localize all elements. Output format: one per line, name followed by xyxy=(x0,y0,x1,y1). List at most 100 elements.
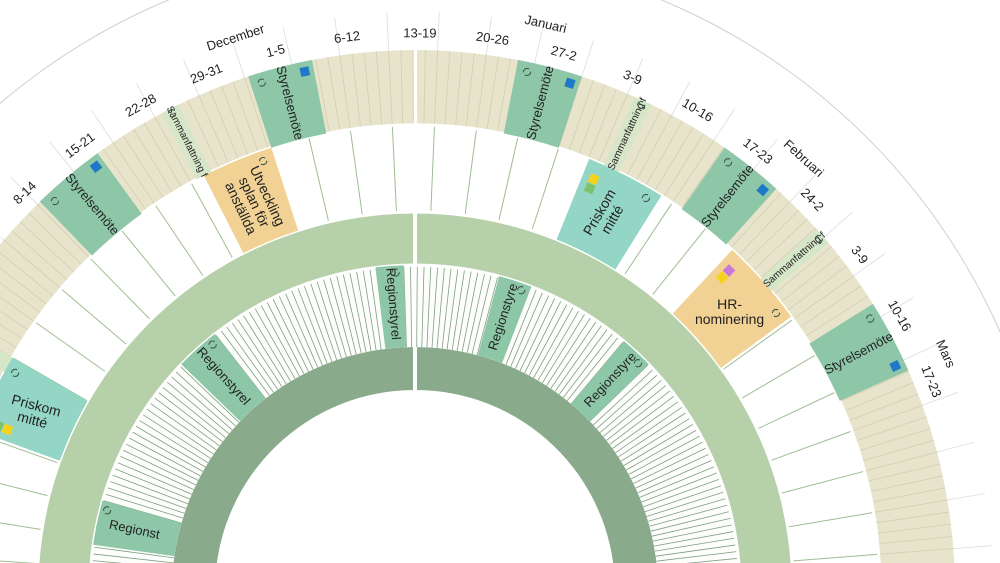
inner-divider xyxy=(111,474,188,505)
inner-divider xyxy=(342,273,362,354)
inner-divider xyxy=(416,264,418,348)
inner-event-segment[interactable] xyxy=(571,341,649,422)
week-divider xyxy=(645,120,683,187)
middle-divider xyxy=(780,470,865,494)
week-divider xyxy=(400,50,404,126)
week-label: 13-19 xyxy=(403,25,436,40)
week-divider xyxy=(232,81,259,153)
inner-divider xyxy=(336,274,357,355)
refresh-icon[interactable] xyxy=(208,340,217,349)
inner-divider xyxy=(362,269,377,351)
inner-divider xyxy=(620,417,691,462)
outer-event-segment[interactable] xyxy=(503,59,582,148)
inner-divider xyxy=(643,478,721,508)
week-divider xyxy=(112,142,156,205)
inner-divider xyxy=(284,292,319,368)
inner-divider xyxy=(272,297,309,372)
outer-event-segment[interactable] xyxy=(681,147,777,245)
inner-event-segment[interactable] xyxy=(375,265,407,349)
week-divider xyxy=(465,53,475,128)
week-divider xyxy=(671,139,715,203)
refresh-icon[interactable] xyxy=(391,268,400,277)
inner-divider xyxy=(309,282,338,361)
inner-event-segment[interactable] xyxy=(93,500,182,557)
week-divider xyxy=(0,282,42,314)
middle-event-segment[interactable] xyxy=(203,147,299,254)
middle-divider xyxy=(531,147,560,231)
week-divider xyxy=(871,487,946,503)
inner-divider xyxy=(566,336,619,401)
week-tick xyxy=(713,108,736,141)
inner-divider xyxy=(639,465,716,498)
inner-divider xyxy=(471,274,492,354)
week-tick xyxy=(282,27,293,65)
inner-event-segment[interactable] xyxy=(477,276,532,364)
refresh-icon[interactable] xyxy=(167,109,177,118)
middle-event-segment[interactable] xyxy=(0,357,88,461)
refresh-icon[interactable] xyxy=(633,359,643,368)
outer-event-segment[interactable] xyxy=(248,59,327,148)
refresh-icon[interactable] xyxy=(102,506,112,515)
inner-divider xyxy=(618,411,688,458)
refresh-icon[interactable] xyxy=(258,156,268,166)
inner-divider xyxy=(519,296,556,372)
week-divider xyxy=(0,310,30,331)
inner-divider xyxy=(290,289,323,366)
refresh-icon[interactable] xyxy=(50,196,60,206)
week-divider xyxy=(737,201,791,256)
week-divider xyxy=(804,295,869,338)
week-label-band xyxy=(0,9,995,563)
week-label: 27-2 xyxy=(549,42,578,63)
middle-event-label: HR-nominering xyxy=(695,296,764,327)
inner-divider xyxy=(231,321,279,390)
middle-event-segment[interactable] xyxy=(556,158,662,270)
middle-divider xyxy=(89,257,151,321)
inner-divider xyxy=(349,271,367,353)
week-divider xyxy=(0,252,55,298)
week-divider xyxy=(752,218,808,271)
week-divider xyxy=(626,109,662,177)
refresh-icon[interactable] xyxy=(10,368,20,378)
week-divider xyxy=(198,95,230,165)
refresh-icon[interactable] xyxy=(723,158,733,167)
inner-divider xyxy=(612,400,680,449)
outer-event-segment[interactable] xyxy=(161,104,212,180)
week-tick xyxy=(627,58,644,94)
week-divider xyxy=(339,55,351,130)
inner-divider xyxy=(118,455,194,490)
middle-divider xyxy=(651,227,707,296)
week-divider xyxy=(873,499,948,513)
week-divider xyxy=(597,93,629,163)
week-divider xyxy=(154,116,192,183)
refresh-icon[interactable] xyxy=(866,314,875,323)
inner-divider xyxy=(322,278,347,358)
refresh-icon[interactable] xyxy=(517,286,526,295)
week-divider xyxy=(423,50,426,126)
refresh-icon[interactable] xyxy=(814,234,823,244)
refresh-icon[interactable] xyxy=(636,100,646,110)
week-tick xyxy=(936,442,974,453)
inner-divider xyxy=(421,265,425,348)
refresh-icon[interactable] xyxy=(257,78,266,87)
week-tick xyxy=(486,17,492,55)
refresh-icon[interactable] xyxy=(522,67,532,77)
outer-event-segment[interactable] xyxy=(760,228,829,292)
event-tag-yellow xyxy=(587,173,600,186)
outer-event-segment[interactable] xyxy=(809,303,909,401)
middle-event-segment[interactable] xyxy=(672,249,792,368)
inner-event-segment[interactable] xyxy=(181,333,266,422)
outer-event-segment[interactable] xyxy=(604,96,652,173)
week-label: 1-5 xyxy=(265,41,287,60)
label-line: nominering xyxy=(695,311,764,327)
week-divider xyxy=(221,85,249,157)
outer-event-segment[interactable] xyxy=(39,153,142,256)
refresh-icon[interactable] xyxy=(771,308,781,318)
week-divider xyxy=(0,324,24,340)
refresh-icon[interactable] xyxy=(641,193,651,203)
inner-divider xyxy=(615,406,684,454)
inner-divider xyxy=(248,310,291,382)
outer-event-segment[interactable] xyxy=(0,320,13,372)
week-tick xyxy=(334,17,341,56)
inner-divider xyxy=(266,300,305,375)
